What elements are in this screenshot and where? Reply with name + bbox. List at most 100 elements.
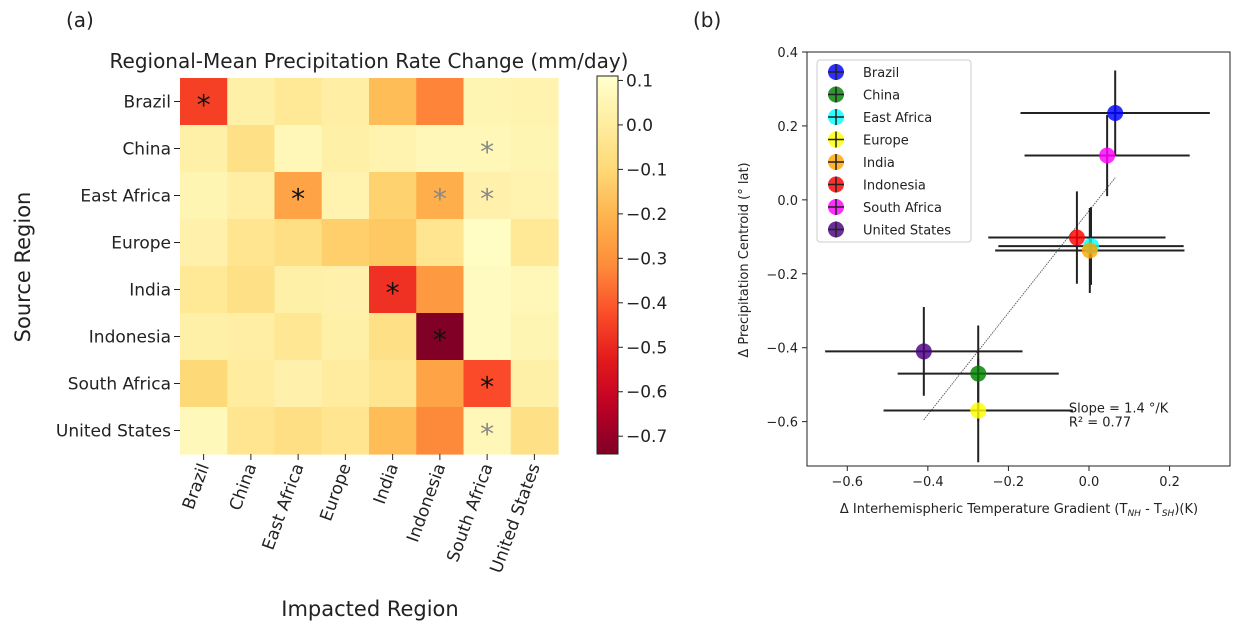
heatmap-cell (416, 219, 465, 267)
heatmap-cell (463, 125, 512, 173)
heatmap-cell (321, 360, 370, 408)
heatmap-cell (321, 407, 370, 455)
heatmap-cell (227, 266, 276, 314)
heatmap-cells (180, 78, 559, 455)
heatmap-y-tick-label: South Africa (68, 375, 171, 395)
fit-annotation: Slope = 1.4 °/K (1069, 402, 1169, 417)
heatmap-x-tick-label: United States (487, 461, 545, 576)
legend (816, 59, 972, 243)
heatmap-cell (369, 266, 417, 314)
heatmap-cell (416, 78, 465, 126)
fit-annotation: R² = 0.77 (1069, 416, 1131, 431)
colorbar-tick-label: −0.3 (626, 249, 667, 269)
heatmap-cell (180, 219, 228, 267)
heatmap-y-tick-labels: Brazil China East Africa Europe India Indones… (56, 93, 180, 442)
heatmap-y-tick-label: Brazil (124, 93, 171, 113)
legend-label: South Africa (863, 201, 942, 216)
heatmap-y-tick-label: India (129, 281, 171, 301)
heatmap-cell (463, 266, 512, 314)
heatmap-cell (321, 219, 370, 267)
heatmap-cell (463, 360, 512, 408)
heatmap-cell (227, 407, 276, 455)
scatter-x-tick-label: 0.0 (1079, 475, 1100, 490)
significance-star: * (291, 183, 305, 216)
heatmap-significance-markers: * * * * * * * * * (197, 89, 495, 451)
heatmap-cell (274, 219, 323, 267)
heatmap-x-axis-label: Impacted Region (281, 597, 458, 621)
heatmap-cell (321, 125, 370, 173)
heatmap-cell (463, 313, 512, 361)
heatmap-x-tick-label: East Africa (259, 461, 309, 553)
scatter-point (1068, 229, 1085, 246)
scatter-y-tick-label: 0.2 (777, 120, 798, 135)
heatmap-cell (416, 266, 465, 314)
heatmap-y-tick-label: Indonesia (89, 328, 171, 348)
heatmap-cell (369, 78, 417, 126)
heatmap-cell (369, 407, 417, 455)
scatter-x-tick-label: 0.2 (1159, 475, 1180, 490)
heatmap-cell (227, 219, 276, 267)
scatter-x-tick-label: −0.6 (831, 475, 863, 490)
significance-star: * (433, 183, 447, 216)
heatmap-x-tick-label: India (370, 461, 403, 507)
heatmap-cell (369, 125, 417, 173)
heatmap-x-tick-label: China (226, 461, 261, 513)
heatmap-cell (416, 172, 465, 220)
heatmap-cell (180, 407, 228, 455)
heatmap-cell (416, 407, 465, 455)
heatmap-cell (463, 78, 512, 126)
heatmap-cell (321, 78, 370, 126)
heatmap-cell (274, 360, 323, 408)
heatmap-cell (510, 78, 559, 126)
heatmap-x-tick-label: Europe (316, 461, 355, 524)
scatter-x-tick-label: −0.4 (912, 475, 944, 490)
heatmap-cell (180, 172, 228, 220)
heatmap-cell (510, 360, 559, 408)
colorbar-tick-label: −0.1 (626, 160, 667, 180)
heatmap-cell (274, 125, 323, 173)
heatmap-cell (321, 313, 370, 361)
scatter-point (1107, 104, 1124, 121)
heatmap-cell (369, 360, 417, 408)
heatmap-cell (369, 313, 417, 361)
significance-star: * (197, 89, 211, 122)
heatmap-cell (227, 360, 276, 408)
heatmap-cell (369, 219, 417, 267)
scatter-point (1081, 242, 1098, 259)
scatter-point (1099, 147, 1116, 164)
scatter-y-tick-label: −0.2 (766, 268, 798, 283)
legend-label: China (863, 89, 900, 104)
heatmap-cell (227, 313, 276, 361)
heatmap-cell (463, 219, 512, 267)
legend-label: Indonesia (863, 179, 926, 194)
heatmap-cell (463, 172, 512, 220)
heatmap-cell (227, 172, 276, 220)
scatter-y-tick-label: −0.4 (766, 342, 798, 357)
heatmap-cell (180, 266, 228, 314)
scatter-plot: −0.6 −0.4 −0.2 0.0 0.2 0.4 0.2 0.0 −0.2 −0.4 −0.6 S… (766, 46, 1231, 490)
legend-label: India (863, 156, 895, 171)
colorbar-tick-label: 0.0 (626, 116, 653, 136)
heatmap-cell (463, 407, 512, 455)
heatmap-cell (510, 266, 559, 314)
scatter-y-tick-label: −0.6 (766, 416, 798, 431)
heatmap-cell (274, 266, 323, 314)
colorbar-tick-label: −0.5 (626, 338, 667, 358)
panel-a-label: (a) (66, 8, 94, 32)
heatmap-cell (416, 313, 465, 361)
heatmap-cell (274, 172, 323, 220)
heatmap-cell (321, 172, 370, 220)
heatmap-y-tick-label: East Africa (80, 187, 171, 207)
heatmap-cell (416, 125, 465, 173)
significance-star: * (480, 183, 494, 216)
heatmap-title: Regional-Mean Precipitation Rate Change … (110, 49, 629, 73)
heatmap-x-tick-label: South Africa (443, 461, 497, 565)
colorbar-tick-label: −0.6 (626, 383, 667, 403)
heatmap-x-tick-label: Indonesia (403, 461, 450, 545)
scatter-point (970, 402, 987, 419)
legend-label: East Africa (863, 111, 932, 126)
colorbar-tick-label: −0.2 (626, 205, 667, 225)
significance-star: * (433, 324, 447, 357)
